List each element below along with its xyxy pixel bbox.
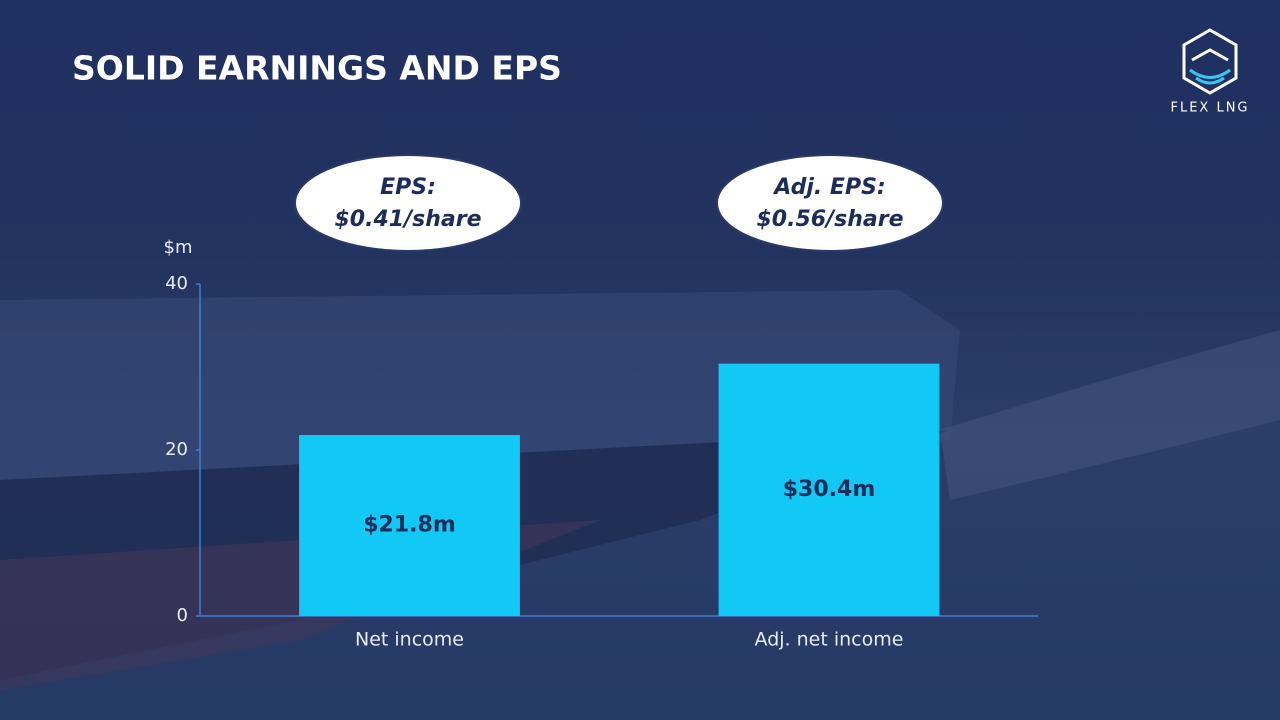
annotation-text: EPS:: [380, 175, 436, 200]
logo-icon: [1182, 28, 1238, 95]
x-tick-label: Net income: [355, 629, 464, 651]
annotation-bubble: [294, 154, 522, 252]
y-tick-label: 40: [165, 273, 188, 294]
annotation-text: $0.41/share: [335, 207, 482, 232]
value-label: $30.4m: [783, 477, 876, 502]
y-tick-label: 0: [177, 605, 188, 626]
annotation-text: $0.56/share: [757, 207, 904, 232]
bar: [299, 435, 520, 616]
logo-text: FLEX LNG: [1170, 101, 1249, 116]
x-tick-label: Adj. net income: [755, 629, 904, 651]
y-tick-label: 20: [165, 439, 188, 460]
annotation-text: Adj. EPS:: [772, 175, 885, 200]
slide-title: SOLID EARNINGS AND EPS: [72, 49, 562, 88]
value-label: $21.8m: [363, 513, 456, 538]
bar: [718, 363, 940, 616]
y-axis-label: $m: [164, 237, 193, 258]
annotation-bubble: [716, 154, 944, 252]
